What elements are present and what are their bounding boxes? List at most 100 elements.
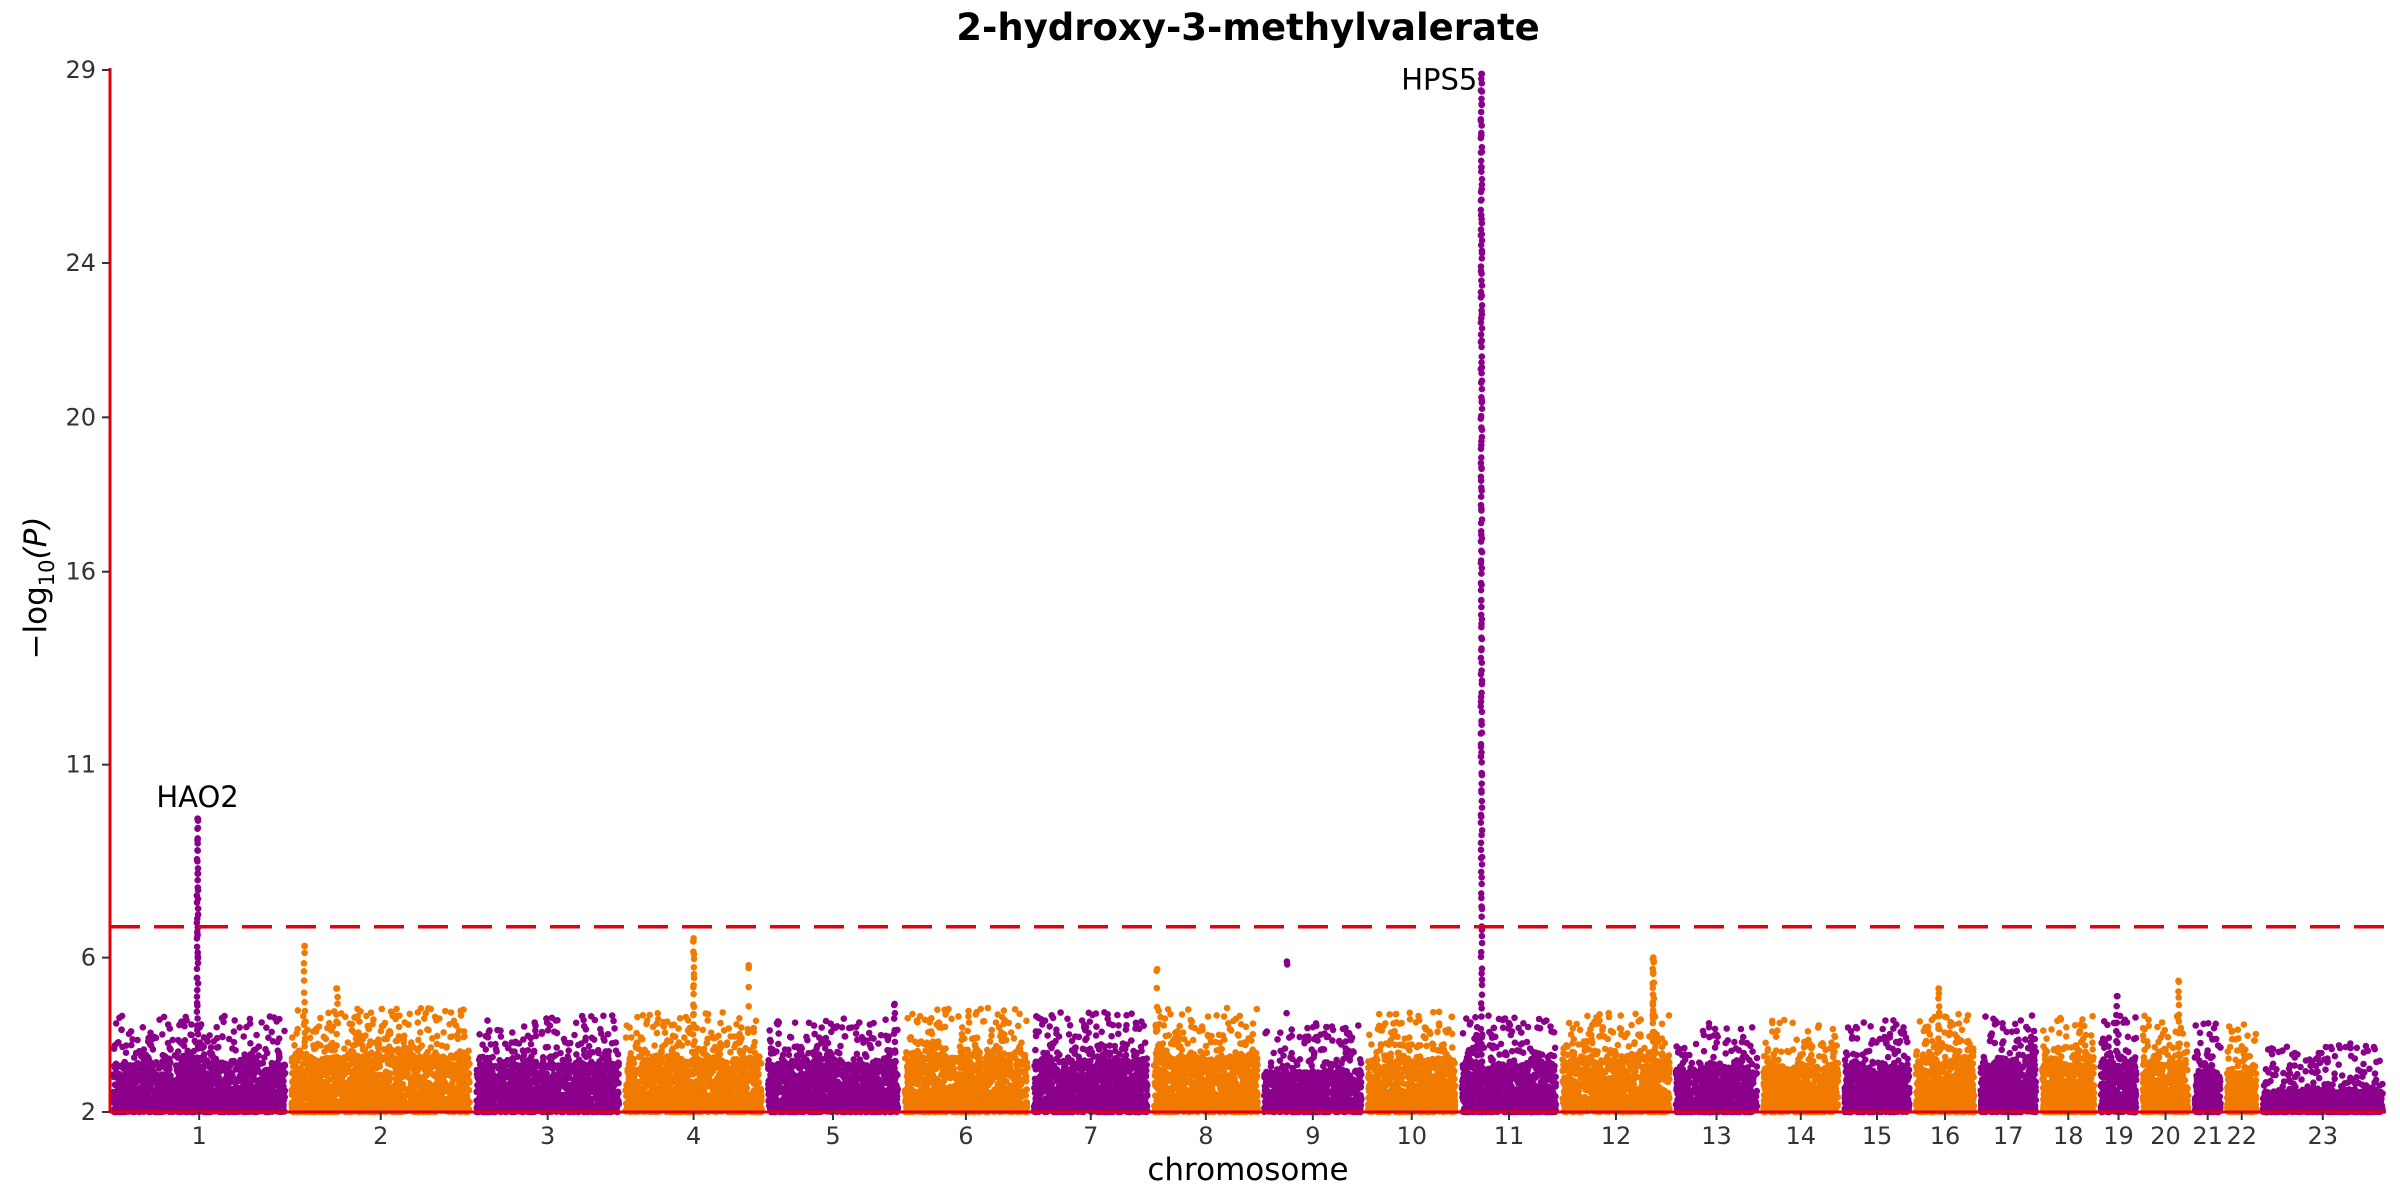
snp-point <box>120 1061 127 1068</box>
snp-point <box>212 1095 220 1102</box>
snp-point <box>236 1024 243 1031</box>
snp-point <box>362 1032 369 1039</box>
snp-point <box>125 1098 133 1105</box>
snp-point <box>440 1061 448 1068</box>
snp-point <box>207 1044 215 1051</box>
snp-point <box>383 1035 391 1043</box>
snp-point <box>122 1049 130 1056</box>
snp-point <box>347 1047 355 1055</box>
snp-point <box>557 1049 564 1057</box>
snp-point <box>240 1033 247 1040</box>
snp-point <box>553 1044 560 1051</box>
snp-point <box>532 1027 539 1034</box>
snp-point <box>276 1083 283 1091</box>
snp-point <box>522 1075 529 1083</box>
snp-point <box>294 1007 302 1014</box>
snp-point <box>538 1028 546 1036</box>
snp-point <box>442 1007 449 1015</box>
snp-point <box>341 1045 348 1052</box>
snp-point <box>177 1074 185 1081</box>
snp-point <box>320 1033 328 1041</box>
snp-point <box>241 1051 248 1058</box>
snp-point <box>493 1102 501 1110</box>
snp-point <box>417 1005 425 1012</box>
snp-point <box>571 1069 578 1076</box>
snp-point <box>230 1028 238 1035</box>
snp-point <box>565 1073 573 1081</box>
data-points <box>110 70 2386 1116</box>
snp-point <box>604 1054 612 1061</box>
snp-point <box>321 1048 328 1055</box>
snp-point <box>220 1080 227 1087</box>
snp-point <box>593 1068 600 1075</box>
snp-point <box>215 1074 222 1082</box>
snp-point <box>159 1058 166 1065</box>
snp-point <box>344 1054 351 1062</box>
snp-point <box>294 1025 302 1033</box>
snp-point <box>415 1097 423 1105</box>
snp-point <box>345 1085 352 1092</box>
snp-point <box>538 1086 545 1094</box>
snp-point <box>476 1031 483 1038</box>
snp-point <box>247 1051 254 1058</box>
snp-point <box>577 1072 584 1079</box>
snp-point <box>367 1038 374 1045</box>
snp-point <box>413 1082 420 1090</box>
snp-point <box>128 1087 135 1095</box>
snp-point <box>509 1048 516 1055</box>
snp-point <box>277 1104 285 1111</box>
snp-point <box>414 1019 422 1026</box>
snp-point <box>377 1087 384 1095</box>
snp-point <box>126 1062 133 1069</box>
snp-point <box>381 1019 389 1027</box>
snp-point <box>575 1041 582 1049</box>
snp-point <box>449 1100 457 1107</box>
snp-point <box>262 1045 269 1053</box>
snp-point <box>132 1071 139 1079</box>
snp-point <box>552 1081 560 1089</box>
snp-point <box>246 1015 254 1023</box>
snp-point <box>324 1100 331 1107</box>
snp-point <box>265 1034 272 1041</box>
snp-point <box>600 1097 608 1105</box>
snp-point <box>384 1049 392 1056</box>
snp-point <box>111 1081 119 1088</box>
snp-point <box>139 1103 147 1111</box>
snp-point <box>567 1088 574 1095</box>
snp-point <box>533 1104 541 1111</box>
snp-point <box>213 1023 220 1031</box>
snp-point <box>607 1095 614 1102</box>
snp-point <box>247 1040 254 1047</box>
snp-point <box>385 1043 393 1050</box>
snp-point <box>482 1070 490 1077</box>
snp-point <box>487 1062 495 1069</box>
snp-point <box>484 1017 491 1024</box>
snp-point <box>600 1083 608 1090</box>
snp-point <box>132 1104 140 1112</box>
snp-point <box>145 1034 152 1042</box>
snp-point <box>527 1034 534 1042</box>
snp-point <box>128 1041 135 1049</box>
snp-point <box>546 1022 554 1029</box>
snp-point <box>499 1101 507 1109</box>
snp-point <box>200 1052 208 1059</box>
snp-point <box>396 1012 403 1019</box>
snp-point <box>317 1014 324 1022</box>
snp-point <box>587 1095 595 1103</box>
snp-point <box>118 1090 126 1098</box>
snp-point <box>594 1094 601 1102</box>
snp-point <box>395 1023 403 1031</box>
snp-point <box>166 1044 173 1052</box>
snp-point <box>479 1041 486 1048</box>
snp-point <box>342 1013 349 1021</box>
snp-point <box>451 1084 458 1092</box>
snp-point <box>326 1019 333 1027</box>
snp-point <box>215 1068 222 1075</box>
snp-point <box>330 1091 338 1098</box>
snp-point <box>139 1024 147 1031</box>
snp-point <box>158 1080 166 1087</box>
snp-point <box>385 1095 392 1102</box>
snp-point <box>206 1097 213 1104</box>
snp-point <box>183 1091 190 1098</box>
snp-point <box>447 1009 455 1016</box>
